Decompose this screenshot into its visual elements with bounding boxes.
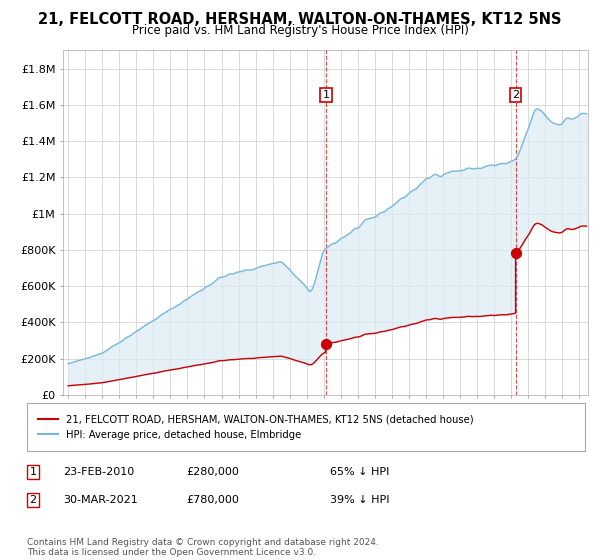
Text: 23-FEB-2010: 23-FEB-2010 — [63, 467, 134, 477]
Text: 1: 1 — [323, 90, 329, 100]
Point — [511, 249, 520, 258]
Text: 2: 2 — [512, 90, 519, 100]
Text: Contains HM Land Registry data © Crown copyright and database right 2024.
This d: Contains HM Land Registry data © Crown c… — [27, 538, 379, 557]
Text: 1: 1 — [29, 467, 37, 477]
Text: 2: 2 — [29, 495, 37, 505]
Point — [322, 339, 331, 348]
Text: Price paid vs. HM Land Registry's House Price Index (HPI): Price paid vs. HM Land Registry's House … — [131, 24, 469, 36]
Text: 21, FELCOTT ROAD, HERSHAM, WALTON-ON-THAMES, KT12 5NS: 21, FELCOTT ROAD, HERSHAM, WALTON-ON-THA… — [38, 12, 562, 27]
Text: 65% ↓ HPI: 65% ↓ HPI — [330, 467, 389, 477]
Text: 39% ↓ HPI: 39% ↓ HPI — [330, 495, 389, 505]
Text: £780,000: £780,000 — [186, 495, 239, 505]
Text: £280,000: £280,000 — [186, 467, 239, 477]
Text: 30-MAR-2021: 30-MAR-2021 — [63, 495, 138, 505]
Legend: 21, FELCOTT ROAD, HERSHAM, WALTON-ON-THAMES, KT12 5NS (detached house), HPI: Ave: 21, FELCOTT ROAD, HERSHAM, WALTON-ON-THA… — [35, 412, 476, 442]
